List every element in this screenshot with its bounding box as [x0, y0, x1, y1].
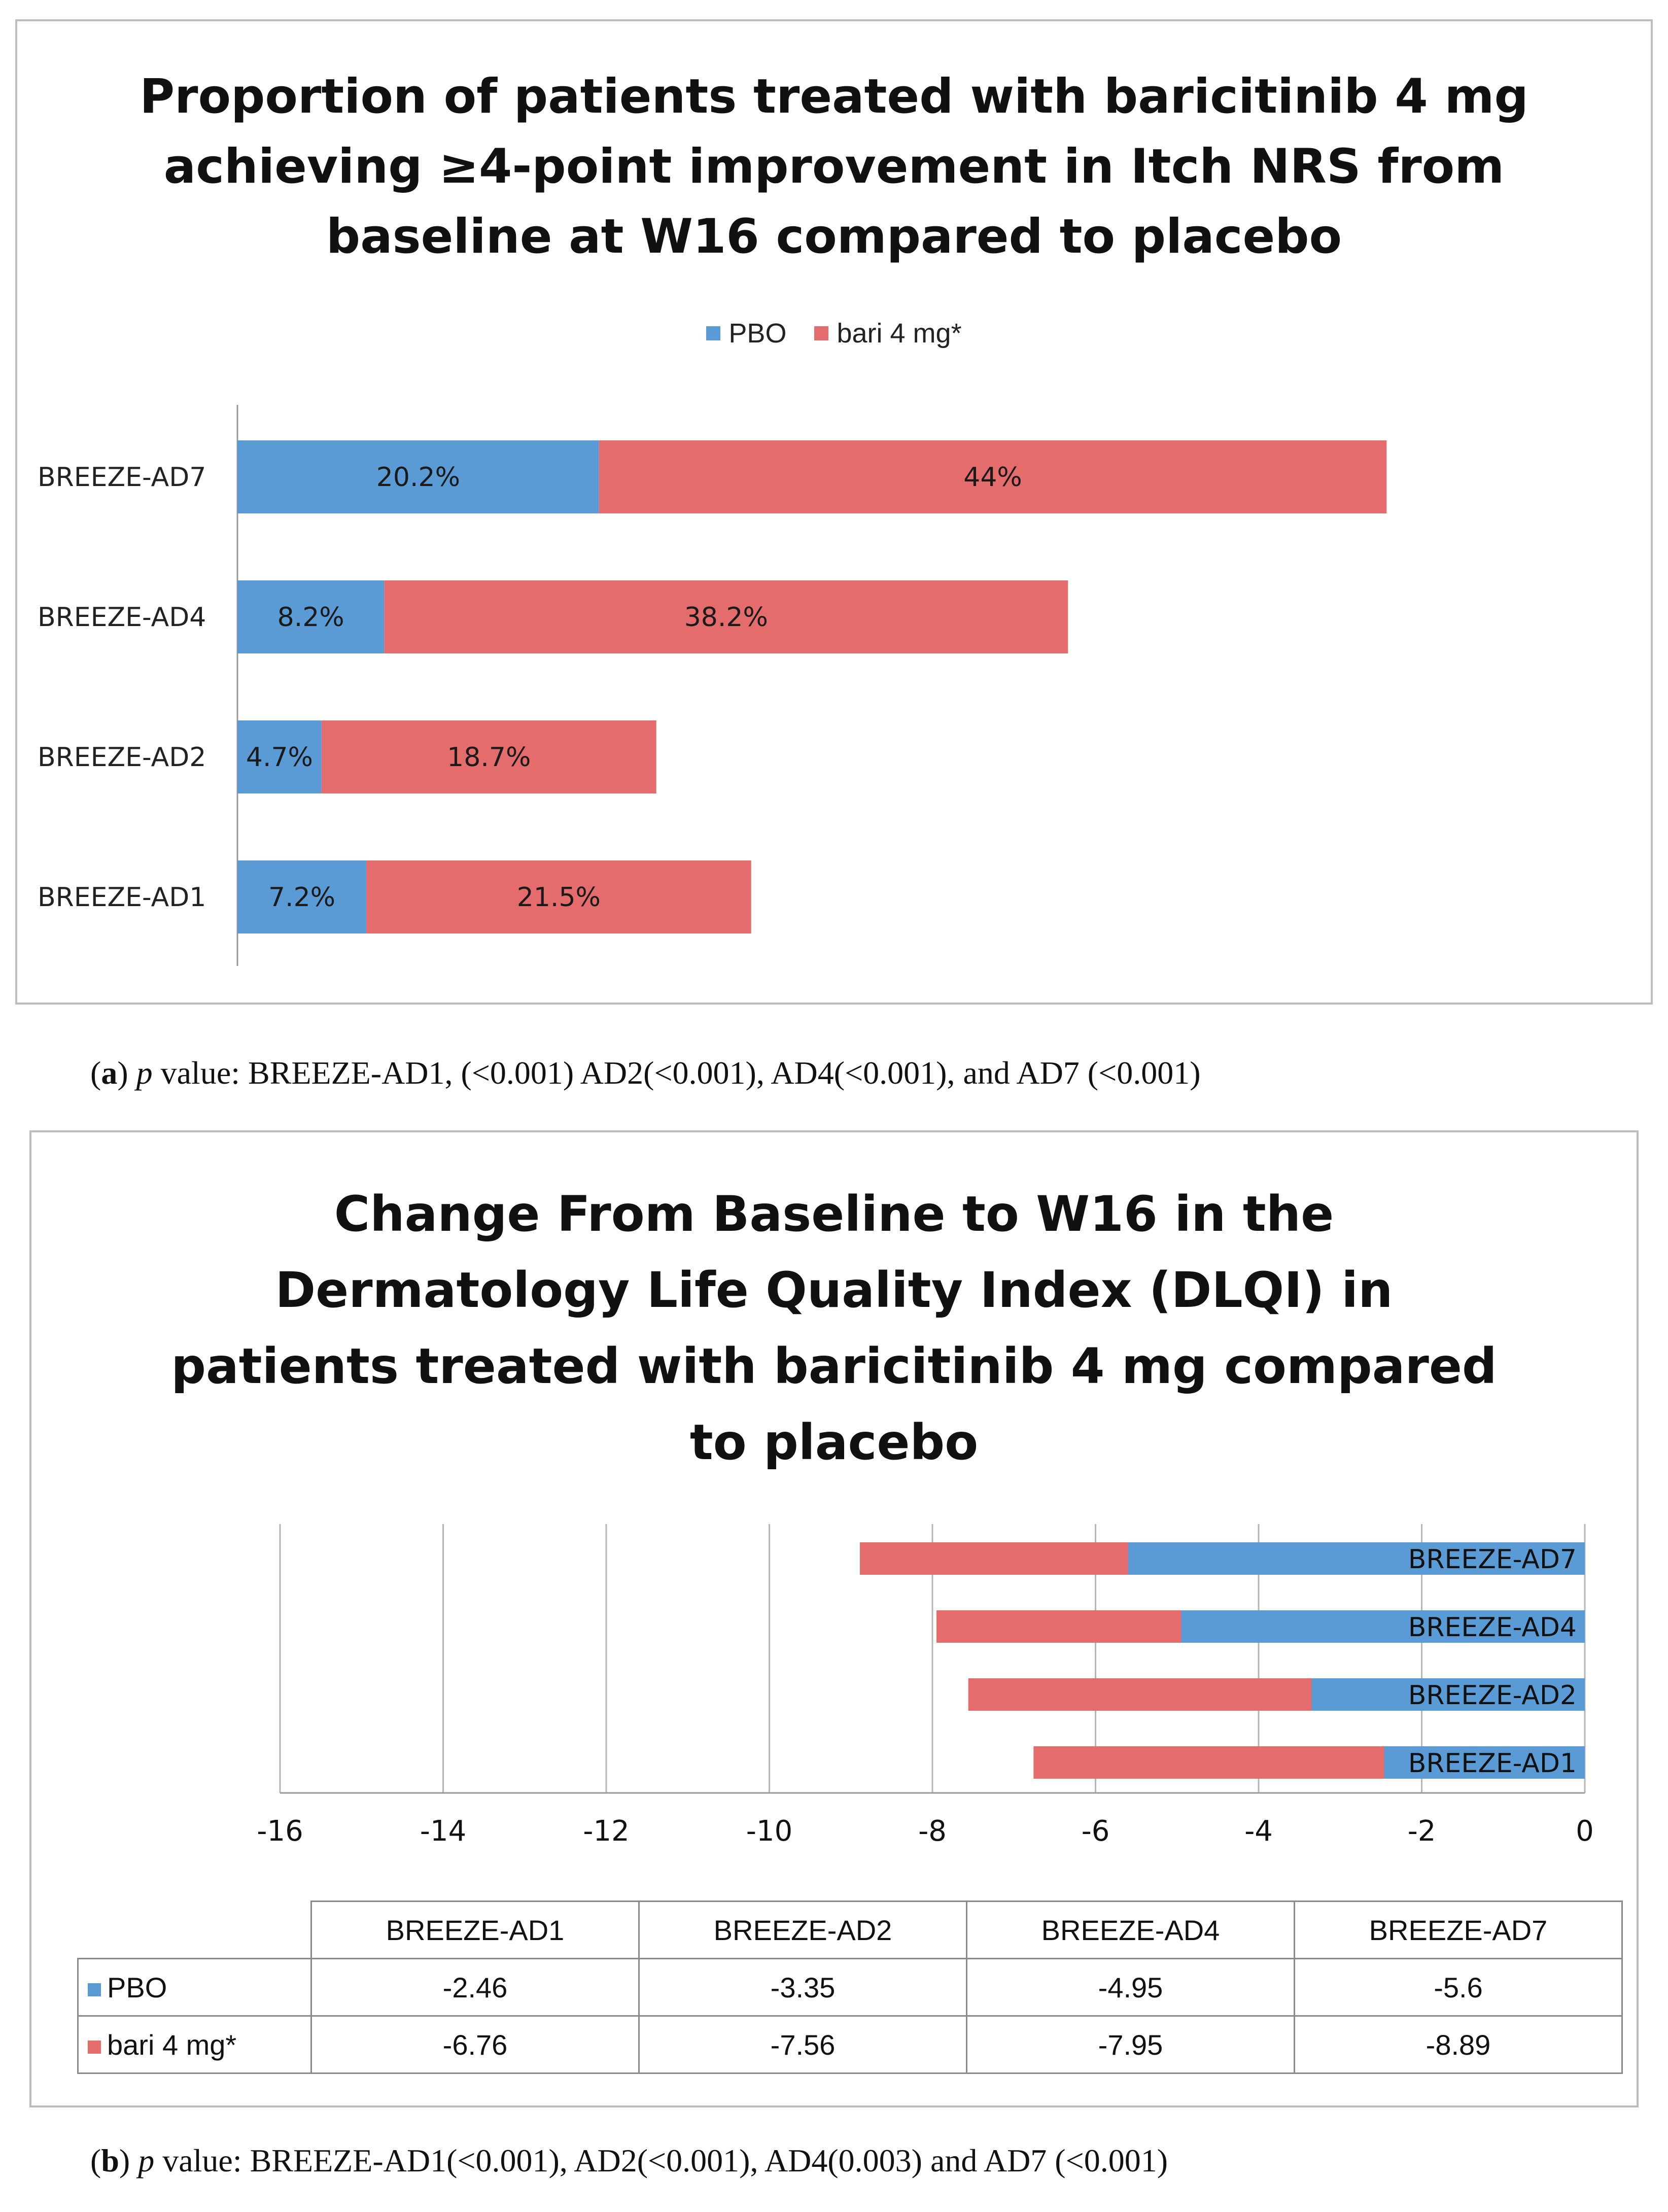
- bar-pbo: [237, 860, 367, 934]
- legend-swatch-bari: [88, 2040, 101, 2054]
- chart-a-title-line: achieving ≥4-point improvement in Itch N…: [163, 139, 1505, 194]
- category-label: BREEZE-AD2: [38, 742, 206, 773]
- bar-pbo: [1384, 1746, 1585, 1779]
- legend-swatch-pbo: [706, 326, 721, 340]
- legend-label-pbo: PBO: [728, 318, 787, 349]
- data-label: 20.2%: [376, 462, 460, 493]
- category-label: BREEZE-AD2: [1408, 1680, 1577, 1711]
- panel-b-chart: Change From Baseline to W16 in the Derma…: [29, 1130, 1639, 2107]
- table-row-label-pbo: PBO: [77, 1958, 312, 2017]
- chart-b-title-line: to placebo: [689, 1414, 979, 1471]
- category-label: BREEZE-AD7: [1408, 1544, 1577, 1575]
- x-tick-label: 0: [1576, 1815, 1594, 1848]
- x-tick-label: -6: [1082, 1815, 1110, 1848]
- table-cell: -7.95: [966, 2015, 1295, 2074]
- caption-b-p: p: [138, 2142, 155, 2179]
- data-label: 7.2%: [268, 882, 335, 913]
- bar-pbo: [237, 720, 322, 793]
- data-label: 44%: [963, 462, 1022, 493]
- data-label: 38.2%: [684, 602, 768, 633]
- chart-b-plot: -16 -14 -12 -10 -8 -6 -4 -2 0 BREEZE-AD7 BREEZE-AD…: [257, 1524, 1594, 1848]
- table-row-label-bari: bari 4 mg*: [77, 2015, 312, 2074]
- panel-a-chart: Proportion of patients treated with bari…: [15, 19, 1653, 1005]
- bar-pbo: [1128, 1542, 1585, 1575]
- legend-swatch-bari: [814, 326, 829, 340]
- chart-a-title: Proportion of patients treated with bari…: [17, 62, 1651, 272]
- caption-b-text: value: BREEZE-AD1(<0.001), AD2(<0.001), …: [154, 2142, 1168, 2179]
- category-label: BREEZE-AD4: [38, 602, 206, 633]
- chart-a-plot: BREEZE-AD7 20.2% 44% BREEZE-AD4 8.2% 38.2% BRE…: [38, 405, 1387, 966]
- category-label: BREEZE-AD4: [1408, 1612, 1577, 1643]
- caption-b: (b) p value: BREEZE-AD1(<0.001), AD2(<0.…: [90, 2142, 1168, 2179]
- chart-b-title-line: patients treated with baricitinib 4 mg c…: [171, 1338, 1497, 1395]
- bar-pbo: [1311, 1678, 1585, 1711]
- table-cell: -5.6: [1294, 1958, 1623, 2017]
- table-header-ad1: BREEZE-AD1: [310, 1900, 640, 1959]
- table-row-pbo: PBO -2.46 -3.35 -4.95 -5.6: [77, 1958, 1623, 2017]
- table-header-ad4: BREEZE-AD4: [966, 1900, 1295, 1959]
- caption-b-letter: b: [101, 2142, 119, 2179]
- table-cell: -3.35: [638, 1958, 967, 2017]
- caption-a-p: p: [136, 1055, 153, 1091]
- x-tick-label: -12: [583, 1815, 629, 1848]
- table-cell: -4.95: [966, 1958, 1295, 2017]
- category-label: BREEZE-AD1: [38, 882, 206, 913]
- legend-label-bari: bari 4 mg*: [837, 318, 962, 349]
- legend-swatch-pbo: [88, 1983, 101, 1996]
- chart-a-title-line: baseline at W16 compared to placebo: [326, 209, 1342, 264]
- table-row-bari: bari 4 mg* -6.76 -7.56 -7.95 -8.89: [77, 2015, 1623, 2074]
- x-tick-label: -2: [1408, 1815, 1436, 1848]
- caption-a-letter: a: [101, 1055, 118, 1091]
- chart-a-legend: PBO bari 4 mg*: [17, 316, 1651, 349]
- chart-b-title-line: Dermatology Life Quality Index (DLQI) in: [275, 1262, 1393, 1319]
- bar-pbo: [237, 580, 385, 653]
- bar-bari: [321, 720, 656, 793]
- caption-a: (a) p value: BREEZE-AD1, (<0.001) AD2(<0…: [90, 1055, 1201, 1091]
- x-tick-label: -4: [1244, 1815, 1273, 1848]
- x-tick-label: -16: [257, 1815, 303, 1848]
- dlqi-data-table: BREEZE-AD1 BREEZE-AD2 BREEZE-AD4 BREEZE-…: [77, 1900, 1623, 2074]
- table-header-row: BREEZE-AD1 BREEZE-AD2 BREEZE-AD4 BREEZE-…: [78, 1900, 1623, 1959]
- table-cell: -7.56: [638, 2015, 967, 2074]
- bar-bari: [599, 440, 1387, 513]
- table-row-label-text: PBO: [107, 1971, 167, 2003]
- category-label: BREEZE-AD1: [1408, 1748, 1577, 1779]
- x-tick-label: -8: [918, 1815, 947, 1848]
- x-tick-label: -14: [420, 1815, 466, 1848]
- table-cell: -8.89: [1294, 2015, 1623, 2074]
- table-corner: [78, 1901, 312, 1959]
- data-label: 21.5%: [517, 882, 601, 913]
- x-tick-label: -10: [746, 1815, 792, 1848]
- table-header-ad2: BREEZE-AD2: [638, 1900, 967, 1959]
- chart-b-title-line: Change From Baseline to W16 in the: [334, 1186, 1334, 1242]
- bar-bari: [366, 860, 751, 934]
- caption-a-text: value: BREEZE-AD1, (<0.001) AD2(<0.001),…: [152, 1055, 1201, 1091]
- data-label: 18.7%: [447, 742, 531, 773]
- category-label: BREEZE-AD7: [38, 462, 206, 493]
- bar-pbo: [1181, 1610, 1585, 1643]
- data-label: 4.7%: [246, 742, 313, 773]
- legend-item-pbo: PBO: [706, 318, 786, 349]
- table-cell: -6.76: [310, 2015, 640, 2074]
- legend-item-bari: bari 4 mg*: [814, 318, 962, 349]
- bar-bari: [384, 580, 1068, 653]
- bar-pbo: [237, 440, 599, 513]
- chart-a-title-line: Proportion of patients treated with bari…: [140, 69, 1528, 124]
- table-header-ad7: BREEZE-AD7: [1294, 1900, 1623, 1959]
- data-label: 8.2%: [277, 602, 344, 633]
- table-row-label-text: bari 4 mg*: [107, 2028, 237, 2061]
- table-cell: -2.46: [310, 1958, 640, 2017]
- chart-b-title: Change From Baseline to W16 in the Derma…: [31, 1176, 1637, 1480]
